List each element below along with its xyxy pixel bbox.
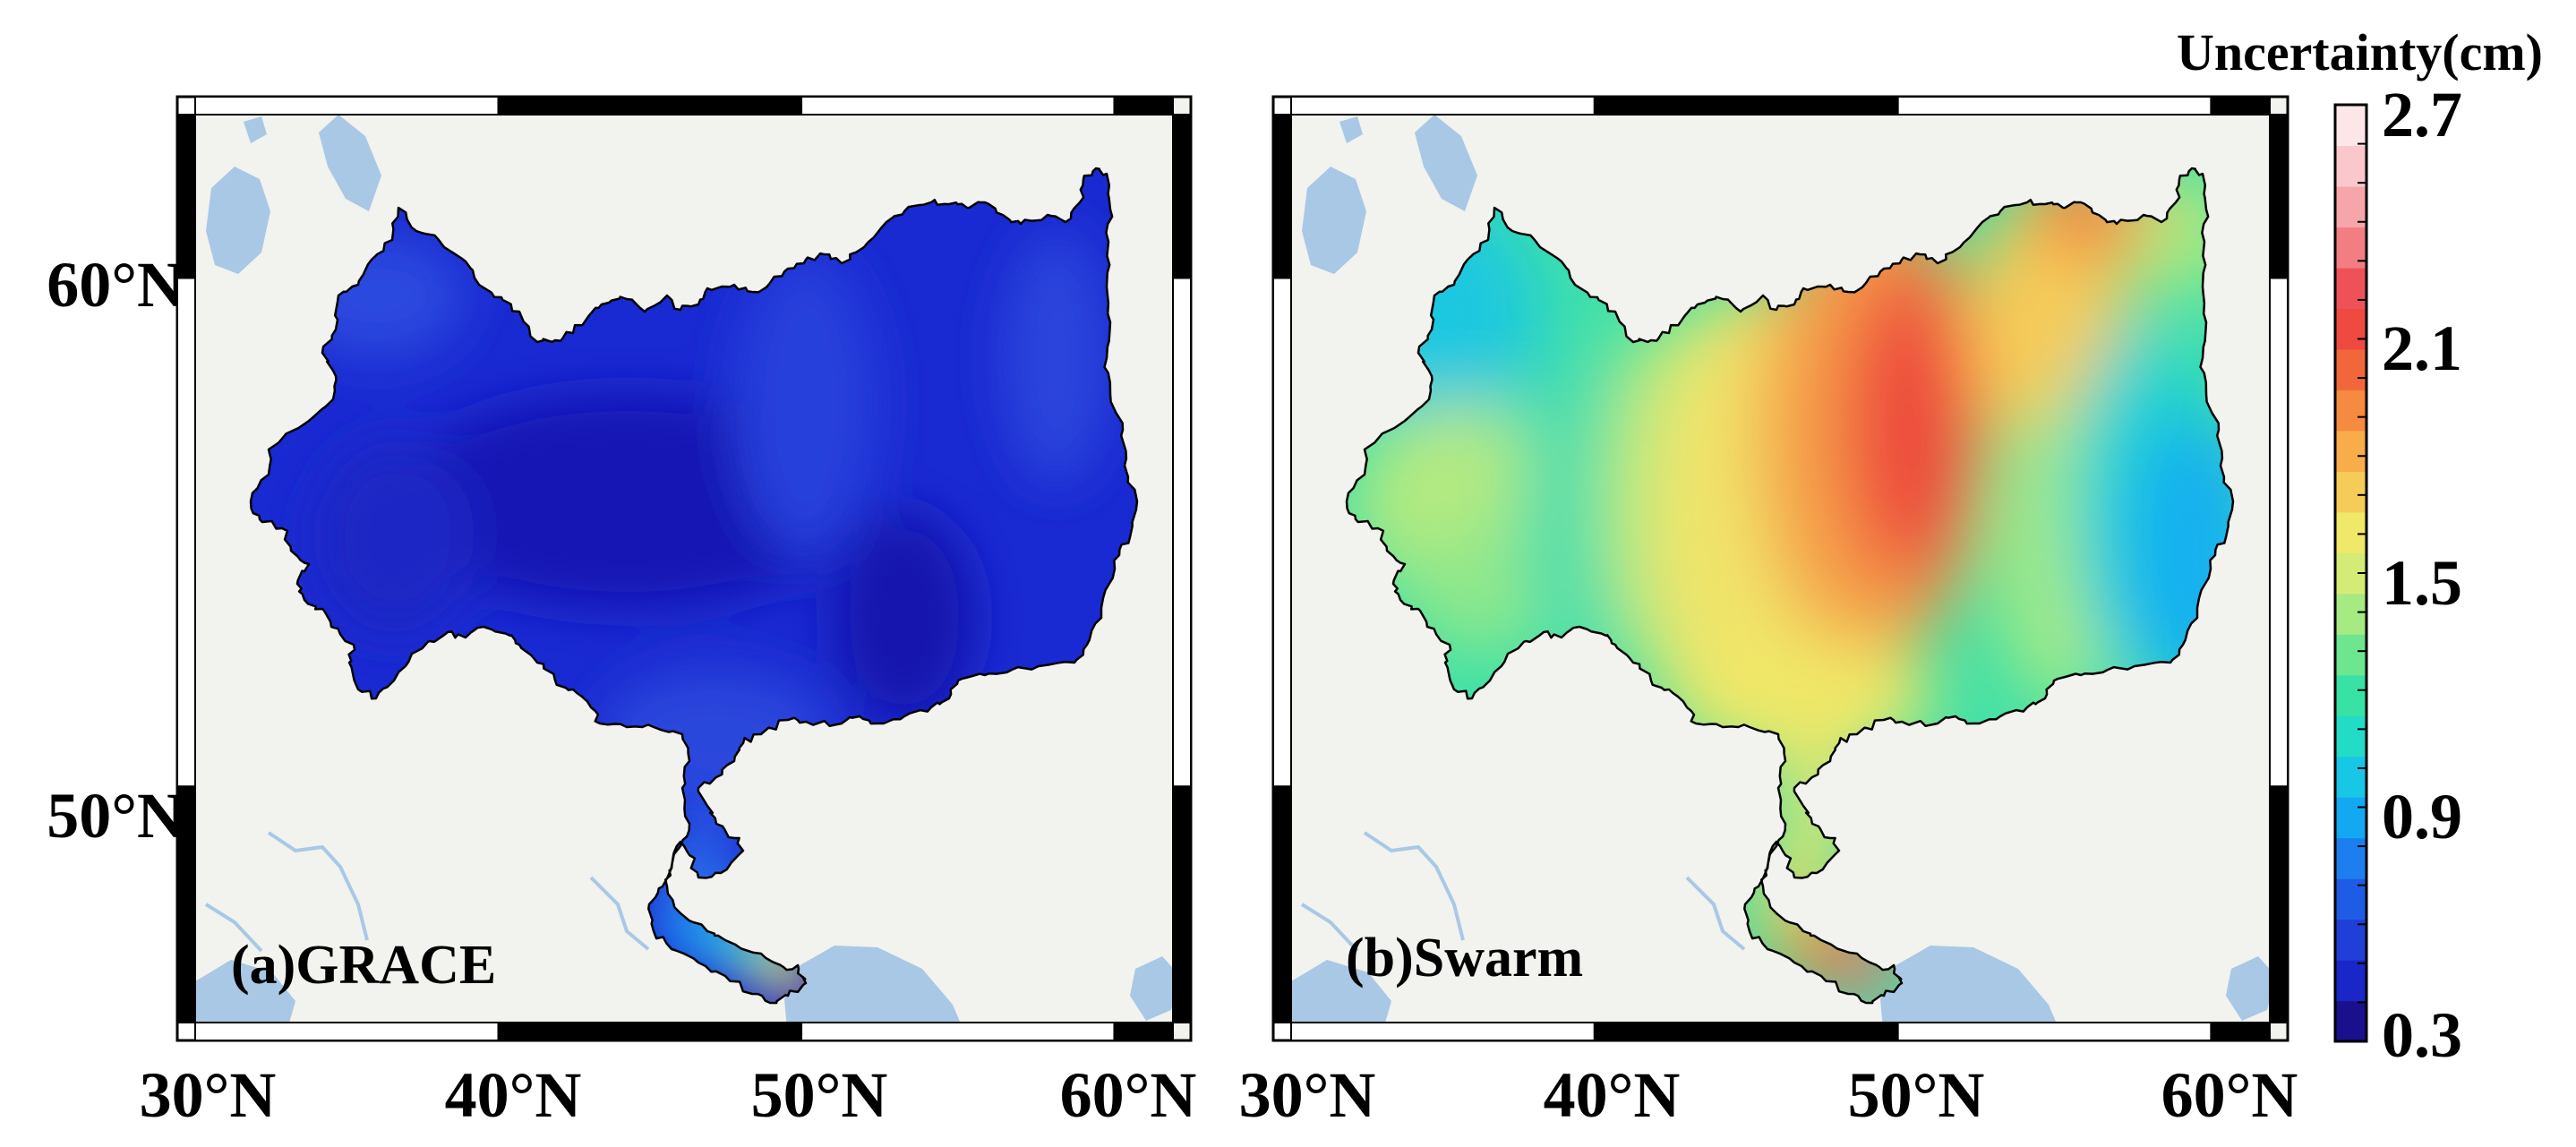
- river-line-3: [1300, 903, 1359, 953]
- map-frame: [1271, 95, 2289, 1042]
- colorbar-ticks: [2358, 142, 2366, 1004]
- lake-ladoga: [206, 167, 270, 274]
- lake-small: [244, 116, 267, 143]
- volga-basin-outline: [249, 167, 1139, 1005]
- colorbar-title: Uncertainty(cm): [2177, 23, 2543, 81]
- river-line: [1363, 831, 1465, 941]
- colorbar-tick-label-2.7: 2.7: [2382, 79, 2462, 150]
- colorbar-tick-label-0.3: 0.3: [2382, 999, 2462, 1071]
- water-bodies: [195, 115, 1180, 1039]
- x-tick-label-60: 60°N: [1060, 1059, 1197, 1131]
- water-bodies: [1291, 115, 2276, 1039]
- y-tick-label-50: 50°N: [47, 780, 184, 852]
- aral-sea: [1130, 956, 1180, 1021]
- caspian-sea: [1880, 946, 2063, 1039]
- x-tick-label-30: 30°N: [140, 1059, 277, 1131]
- colorbar-tick-label-0.9: 0.9: [2382, 781, 2462, 852]
- x-tick-label-60: 60°N: [2161, 1059, 2298, 1131]
- x-tick-label-30: 30°N: [1239, 1059, 1376, 1131]
- x-tick-label-50: 50°N: [1848, 1059, 1985, 1131]
- panel-swarm: (b)Swarm 30°N 40°N 50°N 60°N: [1239, 95, 2298, 1131]
- x-tick-label-40: 40°N: [445, 1059, 582, 1131]
- lake-small: [1339, 116, 1363, 143]
- black-sea: [1291, 960, 1391, 1039]
- river-line-3: [204, 903, 263, 953]
- river-line-2: [1685, 876, 1746, 951]
- colorbar-tick-label-1.5: 1.5: [2382, 547, 2462, 619]
- panel-grace: (a)GRACE 60°N 50°N 30°N 40°N 50°N 60°N: [47, 95, 1197, 1131]
- y-tick-label-60: 60°N: [47, 249, 184, 321]
- colorbar: Uncertainty(cm) 2.7 2.1 1.5 0.9 0.3: [2177, 23, 2543, 1071]
- x-tick-label-50: 50°N: [751, 1059, 888, 1131]
- lake-onega: [319, 115, 381, 211]
- panel-label: (b)Swarm: [1346, 928, 1583, 989]
- lake-onega: [1415, 115, 1477, 211]
- river-line-2: [589, 876, 650, 951]
- black-sea: [195, 960, 295, 1039]
- colorbar-tick-label-2.1: 2.1: [2382, 312, 2462, 384]
- river-line: [267, 831, 369, 941]
- lake-ladoga: [1302, 167, 1366, 274]
- caspian-sea: [784, 946, 967, 1039]
- x-tick-label-40: 40°N: [1544, 1059, 1681, 1131]
- panel-label: (a)GRACE: [231, 935, 496, 996]
- aral-sea: [2226, 956, 2276, 1021]
- map-frame: [175, 95, 1193, 1042]
- volga-basin-outline: [1345, 167, 2235, 1005]
